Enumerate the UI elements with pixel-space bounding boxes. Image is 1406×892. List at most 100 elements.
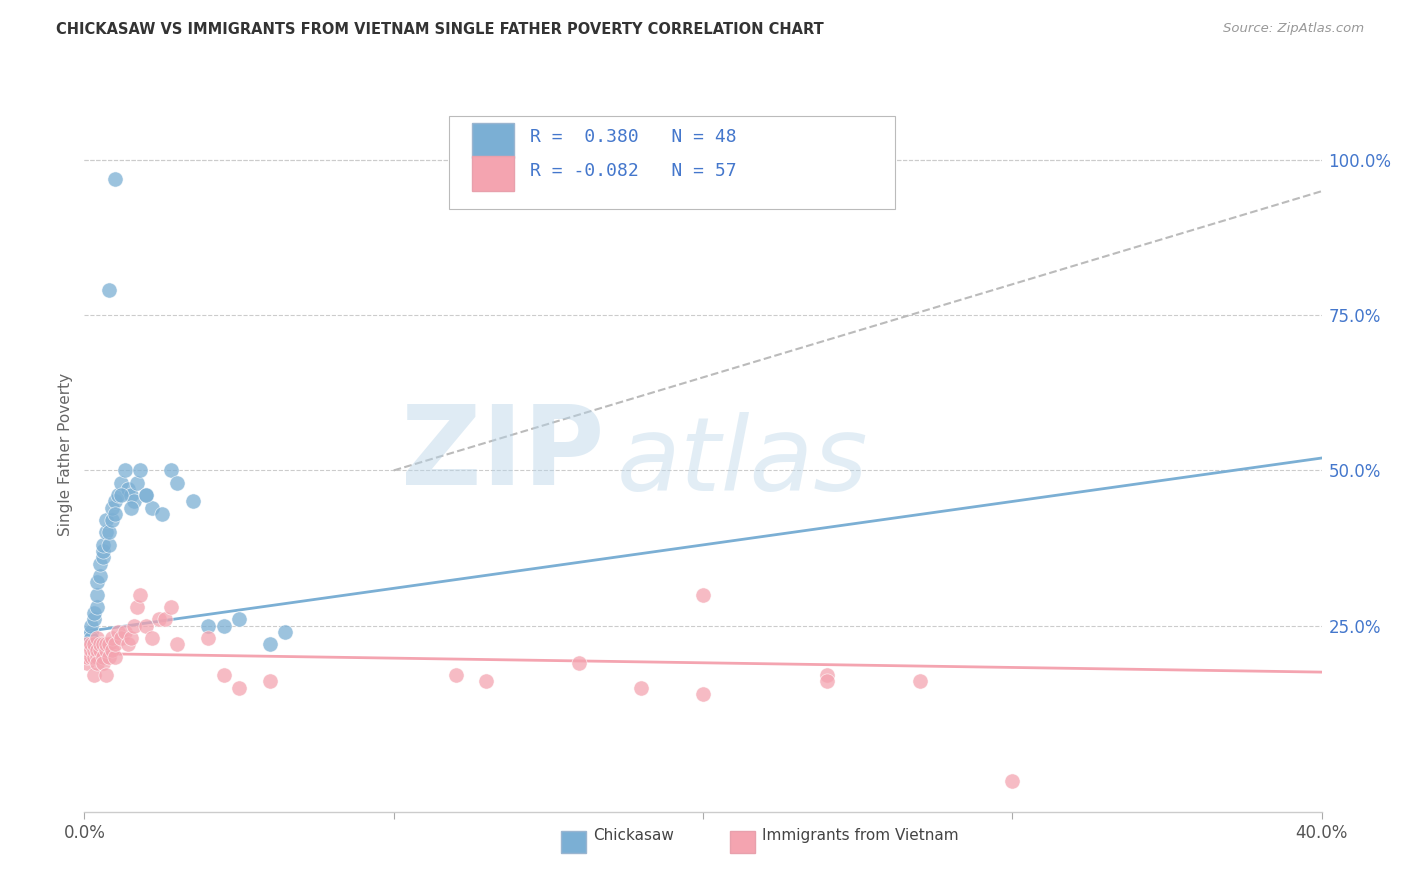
Point — [98, 525, 121, 540]
Text: Immigrants from Vietnam: Immigrants from Vietnam — [762, 829, 959, 843]
Text: R = -0.082   N = 57: R = -0.082 N = 57 — [530, 162, 737, 180]
Point — [83, 612, 105, 626]
Point — [117, 637, 139, 651]
Y-axis label: Single Father Poverty: Single Father Poverty — [58, 374, 73, 536]
Point — [76, 637, 98, 651]
Point — [86, 575, 108, 590]
Text: atlas: atlas — [616, 412, 868, 512]
Point — [98, 538, 121, 552]
Point — [107, 624, 129, 639]
Point — [160, 599, 183, 614]
Point — [181, 494, 204, 508]
Point — [135, 618, 157, 632]
Point — [104, 494, 127, 508]
Point — [815, 668, 838, 682]
Point — [79, 631, 101, 645]
Point — [120, 500, 142, 515]
Point — [212, 618, 235, 632]
Point — [692, 687, 714, 701]
Point — [86, 588, 108, 602]
Point — [104, 649, 127, 664]
Point — [135, 488, 157, 502]
Point — [630, 681, 652, 695]
Point — [76, 631, 98, 645]
Point — [150, 507, 173, 521]
Point — [94, 637, 117, 651]
Point — [101, 500, 124, 515]
Point — [86, 649, 108, 664]
Point — [104, 637, 127, 651]
Point — [122, 494, 145, 508]
Text: Source: ZipAtlas.com: Source: ZipAtlas.com — [1223, 22, 1364, 36]
Point — [98, 284, 121, 298]
Point — [91, 656, 114, 670]
Point — [89, 569, 111, 583]
Point — [76, 643, 98, 657]
FancyBboxPatch shape — [471, 123, 513, 158]
Point — [120, 631, 142, 645]
Point — [228, 681, 250, 695]
Point — [274, 624, 297, 639]
Point — [444, 668, 467, 682]
Point — [1001, 773, 1024, 788]
Point — [122, 618, 145, 632]
Text: ZIP: ZIP — [401, 401, 605, 508]
Point — [101, 513, 124, 527]
Point — [79, 649, 101, 664]
Point — [79, 624, 101, 639]
Point — [141, 500, 163, 515]
Point — [110, 488, 132, 502]
Point — [91, 637, 114, 651]
Point — [125, 599, 148, 614]
Point — [125, 475, 148, 490]
Text: R =  0.380   N = 48: R = 0.380 N = 48 — [530, 128, 737, 146]
Point — [101, 643, 124, 657]
Point — [83, 649, 105, 664]
Point — [110, 475, 132, 490]
Point — [83, 643, 105, 657]
Point — [83, 637, 105, 651]
Point — [908, 674, 931, 689]
Point — [76, 649, 98, 664]
Point — [166, 637, 188, 651]
Point — [76, 637, 98, 651]
Point — [212, 668, 235, 682]
Point — [104, 507, 127, 521]
Point — [117, 482, 139, 496]
Point — [94, 525, 117, 540]
Point — [107, 488, 129, 502]
Point — [91, 649, 114, 664]
Point — [568, 656, 591, 670]
Point — [76, 656, 98, 670]
Point — [98, 637, 121, 651]
Point — [148, 612, 170, 626]
Point — [94, 668, 117, 682]
FancyBboxPatch shape — [471, 156, 513, 191]
Point — [228, 612, 250, 626]
Point — [692, 588, 714, 602]
Point — [120, 488, 142, 502]
Point — [259, 637, 281, 651]
Point — [114, 463, 136, 477]
Point — [153, 612, 176, 626]
Point — [110, 631, 132, 645]
Point — [91, 550, 114, 565]
Point — [166, 475, 188, 490]
Point — [815, 674, 838, 689]
Point — [83, 668, 105, 682]
Point — [197, 618, 219, 632]
Point — [79, 637, 101, 651]
Point — [89, 637, 111, 651]
Point — [141, 631, 163, 645]
Point — [79, 618, 101, 632]
Point — [160, 463, 183, 477]
Point — [86, 599, 108, 614]
Point — [86, 656, 108, 670]
Point — [91, 538, 114, 552]
Point — [86, 643, 108, 657]
Point — [83, 637, 105, 651]
Point — [91, 544, 114, 558]
Point — [475, 674, 498, 689]
Point — [79, 643, 101, 657]
Point — [89, 643, 111, 657]
